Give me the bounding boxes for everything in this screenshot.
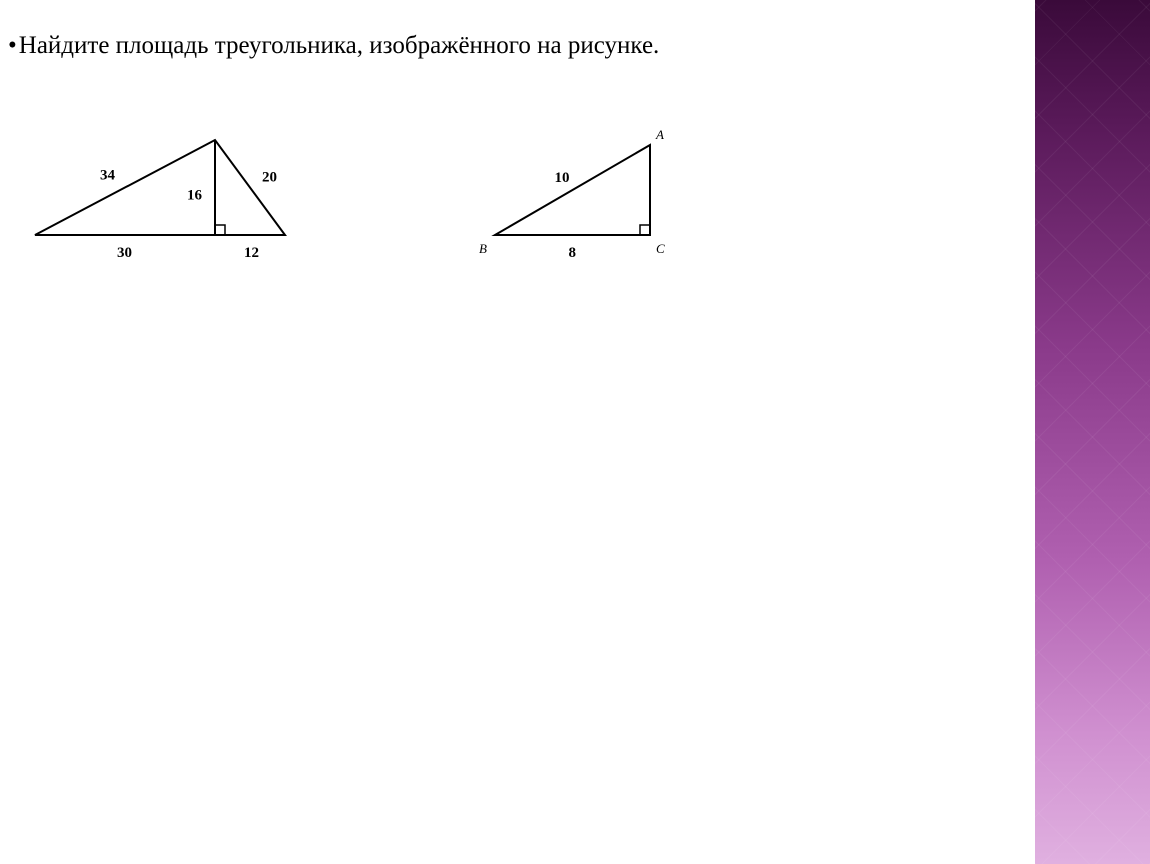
label-16: 16 xyxy=(187,188,203,204)
label-30: 30 xyxy=(117,245,132,261)
vertex-label-c: C xyxy=(656,241,665,256)
label-8: 8 xyxy=(569,245,577,261)
task-text: Найдите площадь треугольника, изображённ… xyxy=(19,32,660,59)
bullet-icon: • xyxy=(8,32,17,59)
label-34: 34 xyxy=(100,168,116,184)
triangle-1: 34 20 16 30 12 xyxy=(35,140,285,261)
right-angle-marker-1 xyxy=(215,225,225,235)
triangle-2: 10 8 A B C xyxy=(479,127,665,261)
task-heading: •Найдите площадь треугольника, изображён… xyxy=(8,32,659,60)
decorative-sidebar xyxy=(1035,0,1150,864)
right-angle-marker-2 xyxy=(640,225,650,235)
diagrams-container: 34 20 16 30 12 10 8 A B C xyxy=(25,120,725,320)
vertex-label-a: A xyxy=(655,127,664,142)
label-12: 12 xyxy=(244,245,259,261)
geometry-svg: 34 20 16 30 12 10 8 A B C xyxy=(25,120,725,320)
label-10: 10 xyxy=(555,170,570,186)
triangle-1-outline xyxy=(35,140,285,235)
vertex-label-b: B xyxy=(479,241,487,256)
label-20: 20 xyxy=(262,170,277,186)
triangle-2-outline xyxy=(495,145,650,235)
